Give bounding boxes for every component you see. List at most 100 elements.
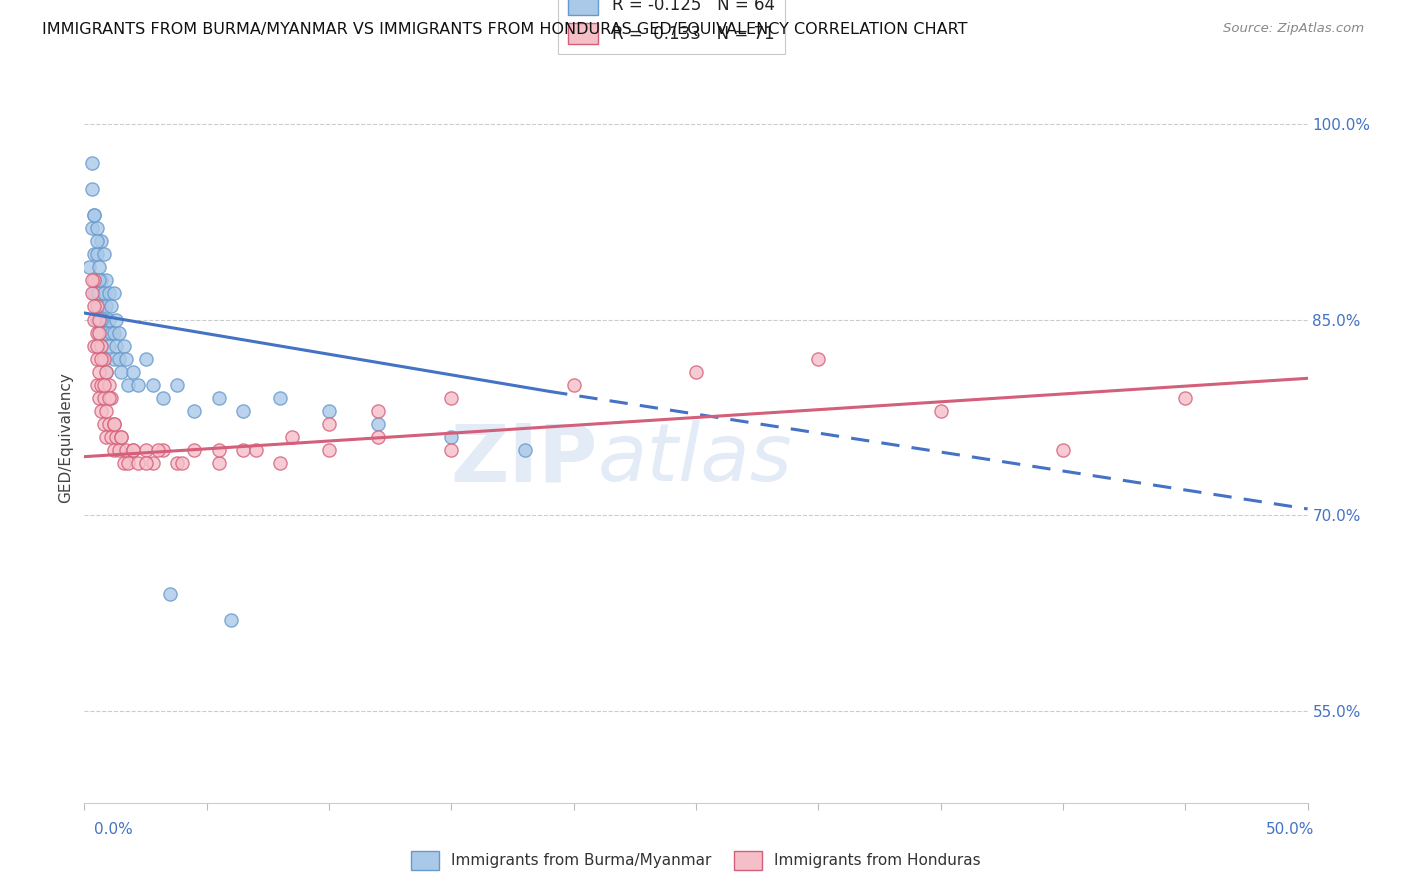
Point (100, 391, 122, 405)
Point (97, 377, 120, 392)
Point (96, 430, 118, 444)
Point (93, 312, 115, 326)
Point (440, 443, 463, 458)
Point (90, 312, 112, 326)
Point (80, 221, 103, 235)
Point (105, 430, 128, 444)
Point (90, 234, 112, 248)
Point (97, 417, 120, 431)
Point (110, 365, 132, 379)
Point (97, 339, 120, 353)
Point (107, 443, 129, 458)
Point (83, 339, 105, 353)
Point (318, 443, 340, 458)
Point (103, 326, 125, 340)
Point (115, 443, 138, 458)
Point (110, 430, 132, 444)
Point (87, 260, 110, 275)
Point (93, 377, 115, 392)
Point (152, 391, 174, 405)
Point (80, 156, 103, 170)
Point (105, 312, 128, 326)
Point (142, 377, 165, 392)
Point (269, 391, 291, 405)
Point (367, 430, 389, 444)
Point (83, 300, 105, 314)
Point (86, 300, 108, 314)
Y-axis label: GED/Equivalency: GED/Equivalency (58, 372, 73, 502)
Point (208, 456, 231, 470)
Point (112, 456, 135, 470)
Point (103, 417, 125, 431)
Point (929, 404, 952, 418)
Point (269, 456, 291, 470)
Point (86, 247, 108, 261)
Point (87, 312, 110, 326)
Point (86, 286, 108, 301)
Point (87, 286, 110, 301)
Point (86, 312, 108, 326)
Point (97, 312, 120, 326)
Point (100, 430, 122, 444)
Point (103, 286, 125, 301)
Point (96, 404, 118, 418)
Point (208, 443, 231, 458)
Point (93, 351, 115, 366)
Point (86, 339, 108, 353)
Point (97, 286, 120, 301)
Point (86, 377, 108, 392)
Point (166, 456, 188, 470)
Point (90, 404, 112, 418)
Point (318, 404, 340, 418)
Text: 0.0%: 0.0% (94, 822, 134, 837)
Point (219, 613, 242, 627)
Point (90, 377, 112, 392)
Text: atlas: atlas (598, 420, 793, 498)
Point (232, 404, 254, 418)
Point (562, 377, 585, 392)
Point (122, 443, 145, 458)
Point (107, 351, 129, 366)
Point (172, 456, 194, 470)
Point (86, 234, 108, 248)
Point (87, 273, 110, 287)
Point (367, 404, 389, 418)
Point (96, 300, 118, 314)
Point (87, 326, 110, 340)
Point (86, 326, 108, 340)
Text: Source: ZipAtlas.com: Source: ZipAtlas.com (1223, 22, 1364, 36)
Point (135, 351, 157, 366)
Point (90, 351, 112, 366)
Point (513, 443, 536, 458)
Point (87, 391, 110, 405)
Point (127, 456, 149, 470)
Point (83, 208, 105, 222)
Point (146, 443, 169, 458)
Point (142, 456, 165, 470)
Point (80, 182, 103, 196)
Point (166, 377, 188, 392)
Point (86, 351, 108, 366)
Point (93, 351, 115, 366)
Point (103, 351, 125, 366)
Point (90, 300, 112, 314)
Point (318, 417, 340, 431)
Point (1174, 391, 1197, 405)
Point (87, 365, 110, 379)
Point (100, 326, 122, 340)
Point (86, 273, 108, 287)
Point (103, 443, 125, 458)
Text: ZIP: ZIP (451, 420, 598, 498)
Text: IMMIGRANTS FROM BURMA/MYANMAR VS IMMIGRANTS FROM HONDURAS GED/EQUIVALENCY CORREL: IMMIGRANTS FROM BURMA/MYANMAR VS IMMIGRA… (42, 22, 967, 37)
Legend: Immigrants from Burma/Myanmar, Immigrants from Honduras: Immigrants from Burma/Myanmar, Immigrant… (405, 845, 987, 876)
Point (83, 247, 105, 261)
Point (77, 260, 100, 275)
Point (135, 443, 157, 458)
Point (83, 286, 105, 301)
Point (122, 443, 145, 458)
Point (208, 391, 231, 405)
Point (93, 417, 115, 431)
Point (86, 221, 108, 235)
Point (183, 404, 205, 418)
Point (90, 339, 112, 353)
